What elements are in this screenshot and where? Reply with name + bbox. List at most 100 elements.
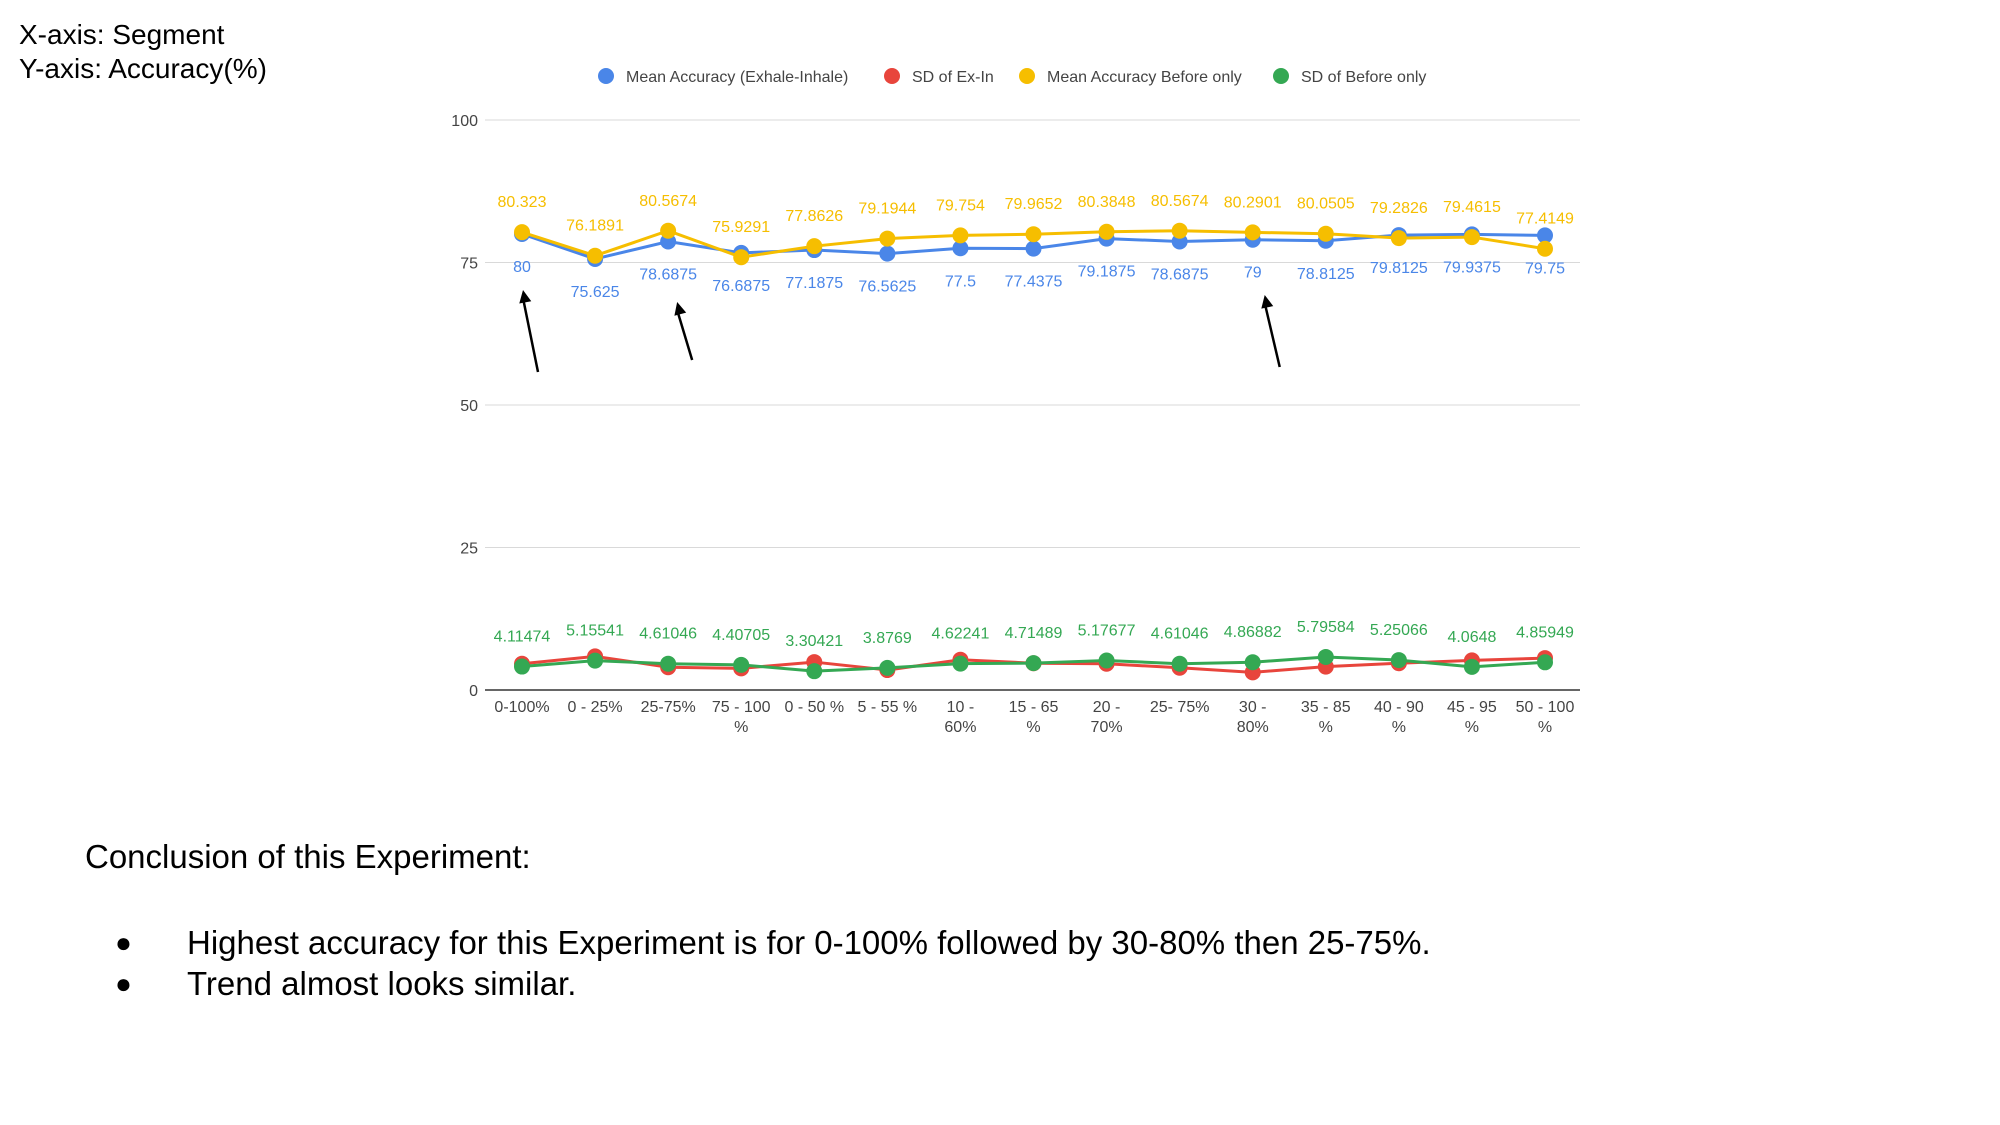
x-tick-line: 60% (944, 719, 976, 736)
x-tick-label: 40 - 90% (1374, 699, 1424, 736)
legend-label: SD of Before only (1301, 69, 1426, 86)
x-tick-line: 0 - 25% (568, 699, 623, 716)
data-label: 75.625 (571, 284, 620, 301)
data-label: 80.5674 (1151, 193, 1209, 210)
legend-label: Mean Accuracy Before only (1047, 69, 1242, 86)
data-point (1025, 226, 1042, 243)
data-point (1025, 240, 1042, 257)
legend-swatch (1019, 68, 1035, 84)
annotation-arrow (519, 290, 540, 373)
data-point (879, 659, 896, 676)
data-point (806, 238, 823, 255)
arrow-shaft (675, 309, 694, 361)
annotation-arrow (674, 302, 694, 361)
data-label: 75.9291 (712, 219, 770, 236)
x-tick-label: 45 - 95% (1447, 699, 1497, 736)
x-tick-line: 5 - 55 % (858, 699, 918, 716)
legend-swatch (884, 68, 900, 84)
data-label: 76.5625 (858, 279, 916, 296)
data-label: 80 (513, 259, 531, 276)
x-tick-line: % (1026, 719, 1040, 736)
data-point (514, 224, 530, 241)
x-tick-label: 0 - 25% (568, 699, 623, 716)
data-point (587, 652, 604, 669)
data-label: 78.8125 (1297, 266, 1355, 283)
data-label: 4.61046 (639, 626, 697, 643)
y-tick-label: 25 (460, 541, 478, 558)
data-point (1025, 655, 1042, 672)
x-tick-line: 30 - (1239, 699, 1267, 716)
data-label: 4.71489 (1005, 625, 1063, 642)
arrow-shaft (1263, 302, 1281, 368)
data-label: 79.1875 (1078, 264, 1136, 281)
x-tick-line: 75 - 100 (712, 699, 771, 716)
annotation-arrows (519, 290, 1281, 373)
data-point (1098, 652, 1115, 669)
legend-swatch (1273, 68, 1289, 84)
data-label: 77.8626 (785, 208, 843, 225)
x-tick-line: 25- 75% (1150, 699, 1210, 716)
bullet-dot: ● (115, 927, 132, 958)
data-point (1098, 223, 1115, 240)
legend-swatch (598, 68, 614, 84)
data-label: 3.30421 (785, 633, 843, 650)
data-point (1537, 240, 1553, 257)
plot-area: 80 75.625 78.6875 76.6875 77.1875 76.5625 77.5… (494, 193, 1574, 681)
legend-label: SD of Ex-In (912, 69, 994, 86)
x-tick-label: 20 - 70% (1091, 699, 1123, 736)
data-label: 4.11474 (494, 629, 551, 646)
x-tick-line: 0 - 50 % (784, 699, 844, 716)
x-tick-label: 30 - 80% (1237, 699, 1269, 736)
series-2: 80.323 76.1891 80.5674 75.9291 77.8626 79.194… (498, 193, 1574, 266)
data-point (1537, 654, 1553, 671)
bullet-dot: ● (115, 968, 132, 999)
bullet-text: Trend almost looks similar. (187, 965, 577, 1002)
data-point (660, 655, 677, 672)
data-point (1171, 222, 1188, 239)
x-tick-line: 35 - 85 (1301, 699, 1351, 716)
data-label: 5.15541 (566, 623, 624, 640)
legend-item: Mean Accuracy Before only (1019, 68, 1242, 86)
series-3: 4.11474 5.15541 4.61046 4.40705 3.30421 3.876… (494, 619, 1574, 680)
arrow-head (1261, 295, 1274, 309)
data-point (806, 663, 823, 680)
bullet-text: Highest accuracy for this Experiment is … (187, 924, 1431, 961)
x-tick-label: 50 - 100% (1516, 699, 1575, 736)
x-tick-line: % (734, 719, 748, 736)
data-label: 79.9652 (1005, 196, 1063, 213)
y-tick-label: 50 (460, 398, 478, 415)
x-tick-label: 15 - 65% (1009, 699, 1059, 736)
y-tick-label: 75 (460, 256, 478, 273)
data-label: 4.61046 (1151, 626, 1209, 643)
data-label: 79.4615 (1443, 199, 1501, 216)
x-tick-line: 10 - (947, 699, 975, 716)
data-point (1390, 652, 1407, 669)
data-label: 3.8769 (863, 630, 912, 647)
data-point (733, 249, 750, 266)
data-label: 77.5 (945, 273, 976, 290)
accuracy-line-chart: Mean Accuracy (Exhale-Inhale) SD of Ex-In… (451, 68, 1580, 736)
data-point (952, 227, 969, 244)
data-point (1537, 227, 1553, 244)
data-label: 76.6875 (712, 278, 770, 295)
x-tick-line: 80% (1237, 719, 1269, 736)
conclusion-list: ● Highest accuracy for this Experiment is… (115, 922, 1431, 1004)
data-label: 80.3848 (1078, 194, 1136, 211)
conclusion-bullet: ● Trend almost looks similar. (115, 963, 1431, 1004)
x-tick-line: 20 - (1093, 699, 1121, 716)
data-point (1390, 230, 1407, 247)
x-tick-label: 35 - 85% (1301, 699, 1351, 736)
data-point (733, 656, 750, 673)
x-tick-label: 5 - 55 % (858, 699, 918, 716)
data-label: 4.62241 (932, 626, 990, 643)
data-label: 78.6875 (1151, 266, 1209, 283)
y-axis-info: Y-axis: Accuracy(%) (19, 53, 267, 84)
x-tick-line: % (1465, 719, 1479, 736)
chart-grid (485, 119, 1580, 691)
data-point (952, 655, 969, 672)
data-point (1463, 229, 1480, 246)
x-tick-label: 75 - 100% (712, 699, 771, 736)
data-label: 77.4149 (1516, 211, 1574, 228)
x-tick-label: 0 - 50 % (784, 699, 844, 716)
x-tick-label: 0-100% (494, 699, 549, 716)
